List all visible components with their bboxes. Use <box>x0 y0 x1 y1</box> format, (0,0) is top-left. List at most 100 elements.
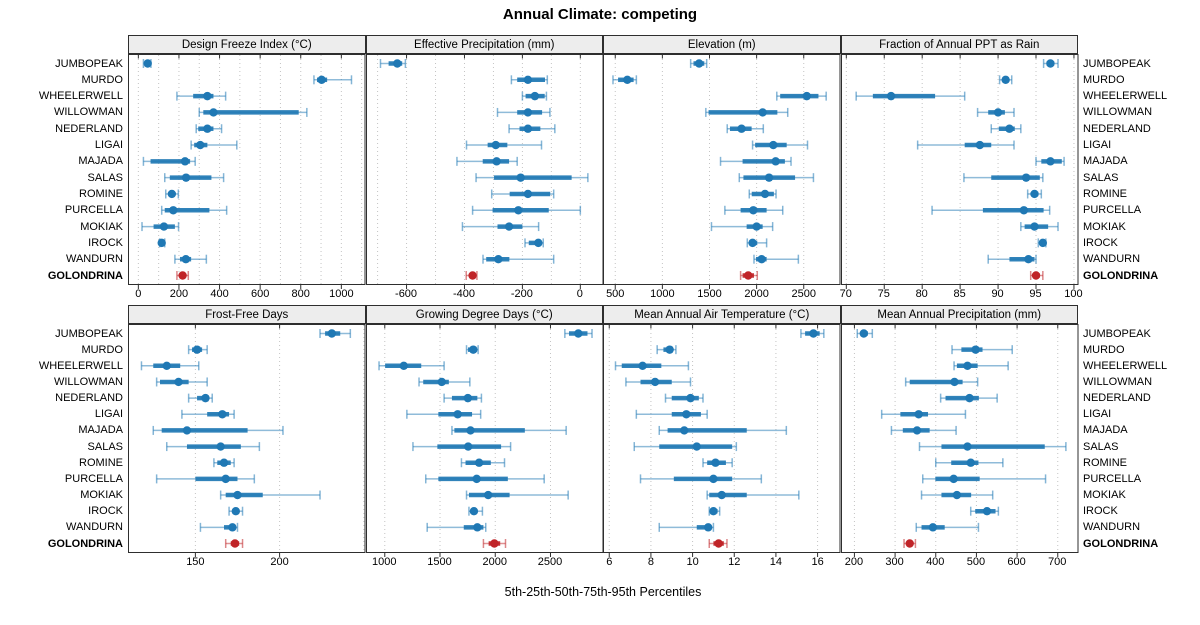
panel-plot <box>365 324 603 557</box>
series-romine <box>934 458 1004 468</box>
median-dot <box>437 377 446 387</box>
station-label-right-golondrina: GOLONDRINA <box>1083 269 1159 282</box>
median-dot <box>471 474 481 484</box>
median-dot <box>993 108 1002 117</box>
median-dot <box>859 329 868 338</box>
series-salas <box>474 173 589 183</box>
series-jumbopeak <box>563 329 593 338</box>
tick-label: 1000 <box>329 288 354 300</box>
tick-label: 2500 <box>791 288 816 300</box>
median-dot <box>203 91 212 101</box>
station-label-right-purcella: PURCELLA <box>1083 472 1142 485</box>
tick-label: 70 <box>839 288 852 300</box>
panel-strip: Mean Annual Precipitation (mm) <box>840 305 1078 324</box>
median-dot <box>174 377 183 387</box>
median-dot <box>771 157 780 166</box>
median-dot <box>752 222 761 231</box>
median-dot <box>737 124 746 133</box>
series-jumbopeak <box>800 329 825 338</box>
series-mokiak <box>1019 222 1059 232</box>
tick-label: 300 <box>885 556 904 568</box>
median-dot <box>192 345 202 354</box>
station-label-right-romine: ROMINE <box>1083 456 1127 469</box>
median-dot <box>523 75 532 85</box>
series-romine <box>748 189 777 199</box>
series-wandurn <box>986 254 1037 264</box>
series-ligai <box>465 140 542 150</box>
median-dot <box>399 361 408 371</box>
median-dot <box>474 458 483 467</box>
series-golondrina <box>708 539 728 548</box>
series-ligai <box>751 140 809 150</box>
station-label-right-jumbopeak: JUMBOPEAK <box>1083 57 1151 70</box>
tick-label: 1500 <box>697 288 722 300</box>
series-wheelerwell <box>521 91 547 101</box>
median-dot <box>1038 238 1047 248</box>
station-label-left-purcella: PURCELLA <box>64 204 123 217</box>
median-dot <box>975 140 984 150</box>
series-wheelerwell <box>377 361 445 371</box>
median-dot <box>711 458 720 467</box>
station-label-left-golondrina: GOLONDRINA <box>47 269 123 282</box>
tick-label: -400 <box>452 288 475 300</box>
tick-label: 12 <box>728 556 741 568</box>
tick-label: 1000 <box>650 288 675 300</box>
panel-border <box>603 54 841 285</box>
median-dot <box>523 189 532 199</box>
series-mokiak <box>461 222 539 232</box>
series-wheelerwell <box>854 91 965 101</box>
station-label-left-golondrina: GOLONDRINA <box>47 537 123 550</box>
station-label-left-willowman: WILLOWMAN <box>53 375 123 388</box>
tick-label: -200 <box>510 288 533 300</box>
station-label-left-ligai: LIGAI <box>94 408 123 421</box>
median-dot <box>686 393 695 403</box>
median-dot <box>230 539 240 548</box>
series-murdo <box>465 345 479 355</box>
series-salas <box>918 442 1067 452</box>
median-dot <box>760 189 770 199</box>
tick-label: 500 <box>606 288 625 300</box>
station-label-left-nederland: NEDERLAND <box>55 392 123 405</box>
series-wheelerwell <box>176 91 227 101</box>
median-dot <box>392 59 401 68</box>
series-golondrina <box>176 271 190 280</box>
station-label-right-wheelerwell: WHEELERWELL <box>1083 359 1168 372</box>
panel-strip: Elevation (m) <box>603 35 841 54</box>
panel-border <box>365 324 603 553</box>
chart-title: Annual Climate: competing <box>502 6 698 23</box>
series-romine <box>1026 189 1042 199</box>
median-dot <box>694 59 704 68</box>
median-dot <box>162 361 171 371</box>
series-jumbopeak <box>856 329 873 338</box>
median-dot <box>467 271 477 280</box>
series-ligai <box>405 409 481 419</box>
median-dot <box>452 410 462 419</box>
series-murdo <box>510 75 548 85</box>
median-dot <box>764 173 774 182</box>
series-purcella <box>921 474 1046 484</box>
median-dot <box>228 523 237 532</box>
median-dot <box>769 140 778 150</box>
station-label-left-irock: IROCK <box>88 236 123 249</box>
median-dot <box>748 238 757 248</box>
station-label-left-salas: SALAS <box>87 171 123 184</box>
median-dot <box>209 108 218 117</box>
median-dot <box>201 393 210 403</box>
median-dot <box>167 189 177 199</box>
station-label-right-irock: IROCK <box>1083 236 1118 249</box>
series-ligai <box>635 409 708 419</box>
tick-label: 2500 <box>537 556 563 568</box>
series-salas <box>738 173 815 183</box>
series-purcella <box>424 474 545 484</box>
median-dot <box>650 377 660 387</box>
median-dot <box>744 271 753 280</box>
series-mokiak <box>465 490 569 500</box>
tick-label: 200 <box>169 288 189 300</box>
series-romine <box>165 189 180 199</box>
median-dot <box>463 393 472 403</box>
series-ligai <box>190 140 238 150</box>
station-label-left-murdo: MURDO <box>81 343 123 356</box>
median-dot <box>952 490 961 500</box>
series-willowman <box>625 377 692 387</box>
station-label-left-wheelerwell: WHEELERWELL <box>38 359 123 372</box>
